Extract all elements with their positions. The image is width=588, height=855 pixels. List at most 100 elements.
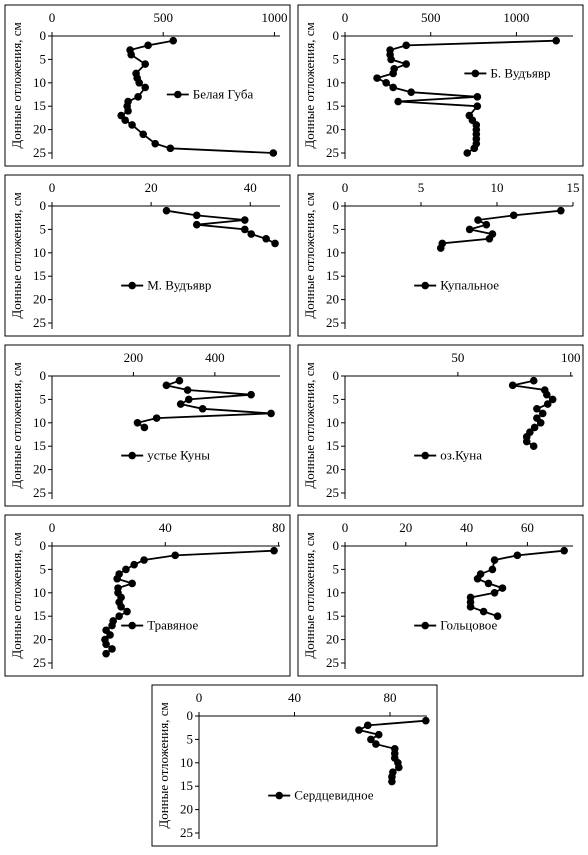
legend-label: оз.Куна: [440, 448, 482, 463]
x-tick-label: 0: [342, 10, 349, 25]
data-point: [102, 649, 110, 658]
panel-frame: [4, 174, 291, 337]
data-point: [490, 556, 499, 564]
data-point: [543, 400, 552, 408]
x-tick-label: 40: [244, 180, 257, 195]
y-tick-label: 10: [326, 415, 339, 430]
y-tick-label: 15: [180, 778, 193, 793]
data-point: [479, 607, 488, 616]
y-tick-label: 0: [40, 368, 47, 383]
y-tick-label: 15: [326, 268, 339, 283]
x-tick-label: 0: [342, 180, 349, 195]
data-line: [374, 39, 557, 154]
data-point: [269, 149, 278, 157]
data-point: [508, 381, 517, 390]
y-tick-label: 20: [33, 122, 46, 137]
legend-label: Сердцевидное: [294, 788, 374, 803]
y-tick-label: 5: [333, 391, 340, 406]
x-tick-label: 40: [460, 520, 473, 535]
data-point: [374, 730, 383, 739]
data-point: [127, 50, 135, 59]
x-tick-label: 20: [399, 520, 412, 535]
y-axis-label: Донные отложения, см: [9, 22, 24, 148]
data-point: [108, 645, 116, 653]
x-tick-label: 500: [421, 10, 441, 25]
data-point: [171, 551, 180, 560]
data-point: [102, 640, 110, 649]
panel-frame: [297, 514, 584, 677]
data-point: [536, 419, 545, 427]
data-point: [387, 55, 395, 64]
data-point: [465, 225, 474, 234]
panel-frame: [297, 4, 584, 167]
data-point: [123, 607, 131, 616]
data-point: [372, 740, 380, 748]
data-point: [130, 560, 138, 569]
y-axis-label: Донные отложения, см: [302, 192, 317, 318]
data-point: [198, 404, 207, 413]
y-tick-label: 10: [326, 245, 339, 260]
data-point: [484, 579, 493, 588]
x-tick-label: 40: [288, 690, 301, 705]
y-tick-label: 5: [40, 51, 47, 66]
data-point: [474, 216, 482, 224]
data-point: [241, 216, 249, 224]
data-point: [113, 574, 121, 583]
data-line: [166, 209, 276, 245]
x-tick-label: 100: [561, 350, 581, 365]
y-tick-label: 10: [33, 245, 46, 260]
y-axis-label: Донные отложения, см: [302, 362, 317, 488]
data-point: [388, 777, 396, 786]
x-tick-label: 0: [196, 690, 203, 705]
y-tick-label: 25: [326, 315, 339, 330]
x-tick-label: 0: [342, 520, 349, 535]
x-tick-label: 0: [49, 520, 56, 535]
y-tick-label: 20: [33, 632, 46, 647]
y-tick-label: 20: [33, 462, 46, 477]
data-point: [543, 390, 551, 399]
y-tick-label: 20: [326, 632, 339, 647]
x-tick-label: 10: [491, 180, 504, 195]
data-point: [422, 716, 430, 725]
data-point: [473, 574, 482, 583]
y-axis-label: Донные отложения, см: [156, 702, 171, 828]
y-tick-label: 20: [326, 292, 339, 307]
data-point: [144, 41, 152, 50]
y-tick-label: 5: [333, 561, 340, 576]
data-point: [122, 565, 130, 574]
y-tick-label: 0: [40, 28, 47, 43]
y-tick-label: 0: [187, 708, 194, 723]
x-tick-label: 500: [153, 10, 173, 25]
data-point: [533, 404, 541, 413]
y-tick-label: 5: [40, 391, 47, 406]
y-tick-label: 5: [40, 221, 47, 236]
y-tick-label: 25: [33, 145, 46, 160]
x-tick-label: 15: [567, 180, 580, 195]
data-point: [192, 211, 201, 220]
y-tick-label: 25: [326, 145, 339, 160]
y-tick-label: 5: [40, 561, 47, 576]
data-point: [557, 206, 565, 215]
data-point: [183, 386, 192, 394]
data-point: [560, 546, 568, 555]
legend-marker: [174, 90, 182, 99]
y-tick-label: 25: [326, 485, 339, 500]
y-tick-label: 20: [180, 802, 193, 817]
data-point: [513, 551, 522, 560]
data-point: [262, 234, 270, 243]
y-tick-label: 0: [333, 538, 340, 553]
y-tick-label: 5: [187, 731, 194, 746]
data-point: [135, 79, 143, 87]
y-tick-label: 15: [326, 608, 339, 623]
data-point: [106, 631, 114, 639]
data-point: [271, 239, 279, 248]
data-point: [162, 381, 171, 390]
data-point: [139, 130, 147, 139]
y-tick-label: 10: [33, 75, 46, 90]
data-point: [473, 93, 482, 101]
data-point: [192, 220, 201, 229]
data-line: [469, 549, 565, 618]
data-point: [522, 437, 531, 446]
